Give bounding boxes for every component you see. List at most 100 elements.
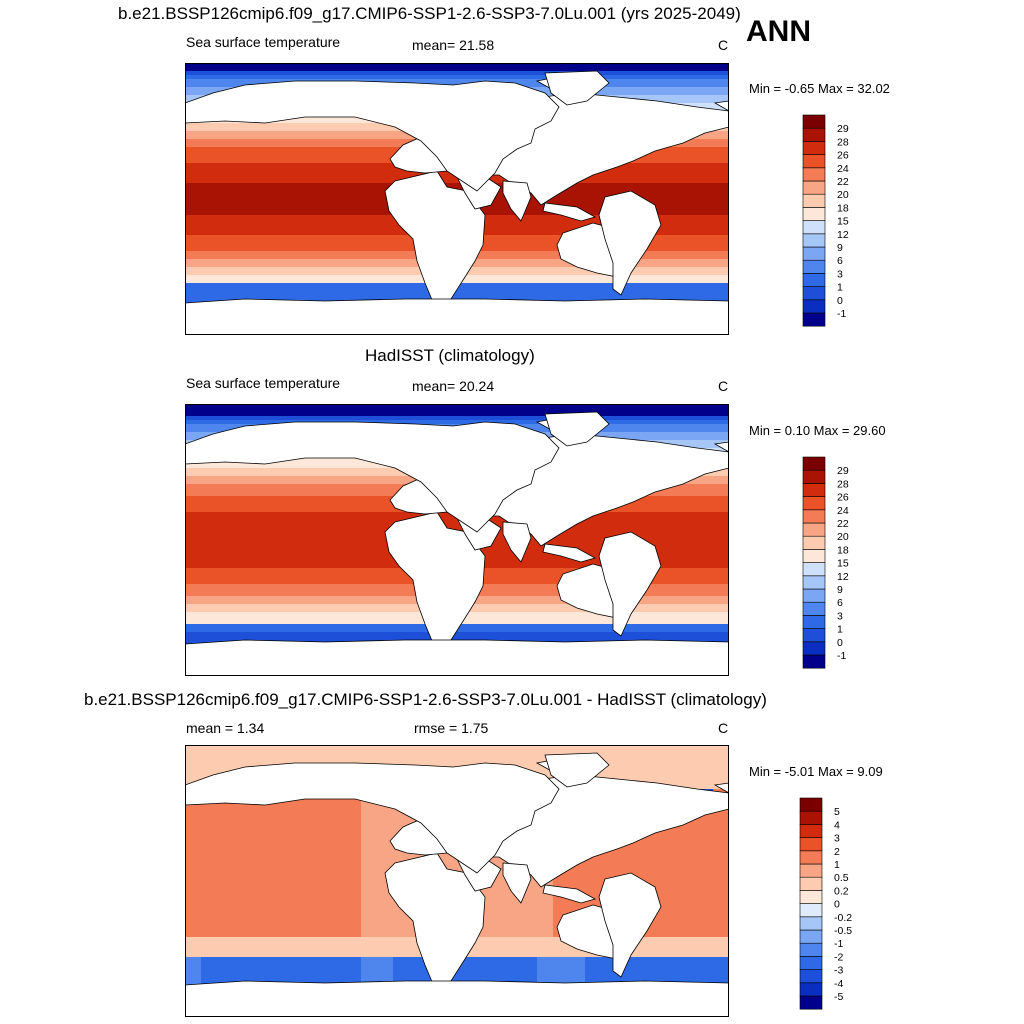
sst-cell — [393, 596, 410, 601]
sst-cell — [537, 67, 554, 72]
sst-cell — [281, 412, 298, 417]
sst-cell — [521, 544, 538, 549]
sst-cell — [409, 75, 426, 80]
sst-cell — [713, 616, 729, 621]
sst-cell — [249, 79, 266, 84]
sst-cell — [665, 520, 682, 525]
sst-cell — [665, 167, 682, 172]
sst-cell — [665, 283, 682, 288]
sst-cell — [281, 191, 298, 196]
sst-cell — [377, 127, 394, 132]
colorbar-tick-label: 3 — [837, 610, 843, 622]
sst-cell — [313, 604, 330, 609]
sst-cell — [329, 207, 346, 212]
sst-cell — [713, 175, 729, 180]
sst-cell — [521, 548, 538, 553]
sst-cell — [457, 79, 474, 84]
sst-cell — [313, 239, 330, 244]
sst-cell — [585, 636, 602, 641]
sst-cell — [297, 131, 314, 136]
sst-cell — [713, 628, 729, 633]
sst-cell — [297, 556, 314, 561]
sst-cell — [217, 239, 234, 244]
sst-cell — [249, 540, 266, 545]
sst-cell — [681, 600, 698, 605]
sst-cell — [713, 412, 729, 417]
sst-cell — [585, 404, 602, 409]
sst-cell — [537, 267, 554, 272]
sst-cell — [553, 749, 570, 754]
sst-cell — [233, 528, 250, 533]
sst-cell — [265, 757, 282, 762]
sst-cell — [265, 279, 282, 284]
sst-cell — [217, 484, 234, 489]
sst-cell — [265, 235, 282, 240]
sst-cell — [665, 560, 682, 565]
sst-cell — [185, 195, 202, 200]
sst-cell — [553, 283, 570, 288]
sst-cell — [585, 552, 602, 557]
sst-cell — [457, 283, 474, 288]
sst-cell — [329, 187, 346, 192]
colorbar-swatch — [802, 522, 826, 537]
sst-cell — [265, 504, 282, 509]
sst-cell — [201, 131, 218, 136]
sst-cell — [329, 263, 346, 268]
sst-cell — [377, 628, 394, 633]
sst-cell — [521, 765, 538, 770]
sst-cell — [521, 552, 538, 557]
sst-cell — [297, 600, 314, 605]
colorbar-tick-label: 28 — [837, 136, 849, 148]
sst-cell — [281, 596, 298, 601]
sst-cell — [233, 608, 250, 613]
sst-cell — [665, 247, 682, 252]
sst-cell — [233, 191, 250, 196]
sst-cell — [361, 749, 378, 754]
sst-cell — [217, 143, 234, 148]
sst-cell — [201, 745, 218, 750]
sst-cell — [713, 508, 729, 513]
sst-cell — [217, 757, 234, 762]
sst-cell — [665, 287, 682, 292]
sst-cell — [681, 532, 698, 537]
sst-cell — [201, 404, 218, 409]
sst-cell — [585, 560, 602, 565]
sst-cell — [649, 171, 666, 176]
sst-cell — [665, 432, 682, 437]
sst-cell — [201, 472, 218, 477]
sst-cell — [265, 231, 282, 236]
sst-cell — [649, 155, 666, 160]
sst-cell — [665, 500, 682, 505]
sst-cell — [249, 512, 266, 517]
sst-cell — [265, 592, 282, 597]
sst-cell — [393, 420, 410, 425]
sst-cell — [297, 468, 314, 473]
sst-cell — [649, 428, 666, 433]
sst-cell — [361, 636, 378, 641]
sst-cell — [345, 291, 362, 296]
sst-cell — [697, 580, 714, 585]
sst-cell — [697, 588, 714, 593]
sst-cell — [201, 147, 218, 152]
sst-cell — [473, 636, 490, 641]
sst-cell — [457, 624, 474, 629]
land-mask — [185, 639, 729, 676]
sst-cell — [537, 757, 554, 762]
sst-cell — [329, 512, 346, 517]
sst-cell — [697, 195, 714, 200]
sst-cell — [649, 420, 666, 425]
sst-cell — [617, 769, 634, 774]
sst-cell — [585, 628, 602, 633]
sst-cell — [681, 83, 698, 88]
sst-cell — [697, 576, 714, 581]
sst-cell — [681, 247, 698, 252]
sst-cell — [681, 420, 698, 425]
sst-cell — [217, 231, 234, 236]
sst-cell — [393, 568, 410, 573]
sst-cell — [633, 75, 650, 80]
sst-cell — [233, 420, 250, 425]
sst-cell — [713, 516, 729, 521]
sst-cell — [185, 79, 202, 84]
sst-cell — [217, 83, 234, 88]
sst-cell — [217, 408, 234, 413]
